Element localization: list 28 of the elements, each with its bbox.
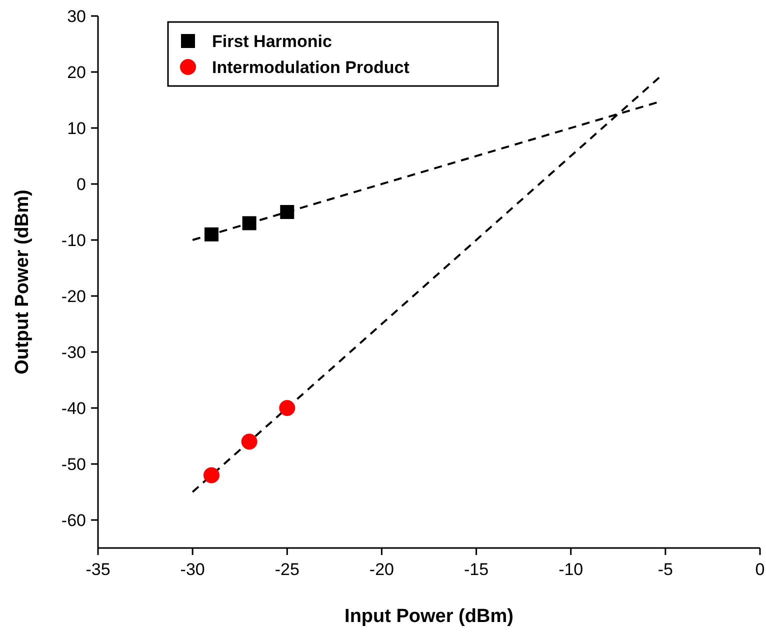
x-tick-label: -15 [464, 560, 489, 579]
point [241, 434, 258, 450]
y-tick-label: 0 [76, 175, 86, 194]
x-tick-label: -25 [274, 560, 300, 579]
x-axis-title: Input Power (dBm) [344, 606, 514, 627]
point [203, 467, 220, 484]
legend-label: First Harmonic [212, 32, 332, 51]
y-tick-label: -10 [61, 231, 86, 250]
y-axis-title: Output Power (dBm) [12, 190, 33, 374]
x-tick-label: -30 [180, 560, 205, 579]
point [242, 216, 256, 230]
point [204, 227, 218, 242]
y-tick-label: -60 [61, 511, 86, 530]
y-tick-label: 30 [67, 7, 86, 26]
x-tick-label: -20 [369, 560, 394, 579]
y-tick-label: 20 [67, 63, 86, 82]
x-tick-label: -10 [558, 560, 584, 579]
x-tick-label: 0 [755, 560, 765, 579]
point [280, 205, 294, 219]
legend-label: Intermodulation Product [212, 58, 410, 77]
y-tick-label: -40 [61, 399, 86, 418]
y-tick-label: -50 [61, 455, 86, 474]
x-tick-label: -5 [658, 560, 673, 579]
point [279, 400, 296, 416]
y-tick-label: 10 [67, 119, 86, 138]
x-tick-label: -35 [86, 560, 110, 579]
y-tick-label: -20 [61, 287, 86, 306]
y-tick-label: -30 [61, 343, 86, 362]
